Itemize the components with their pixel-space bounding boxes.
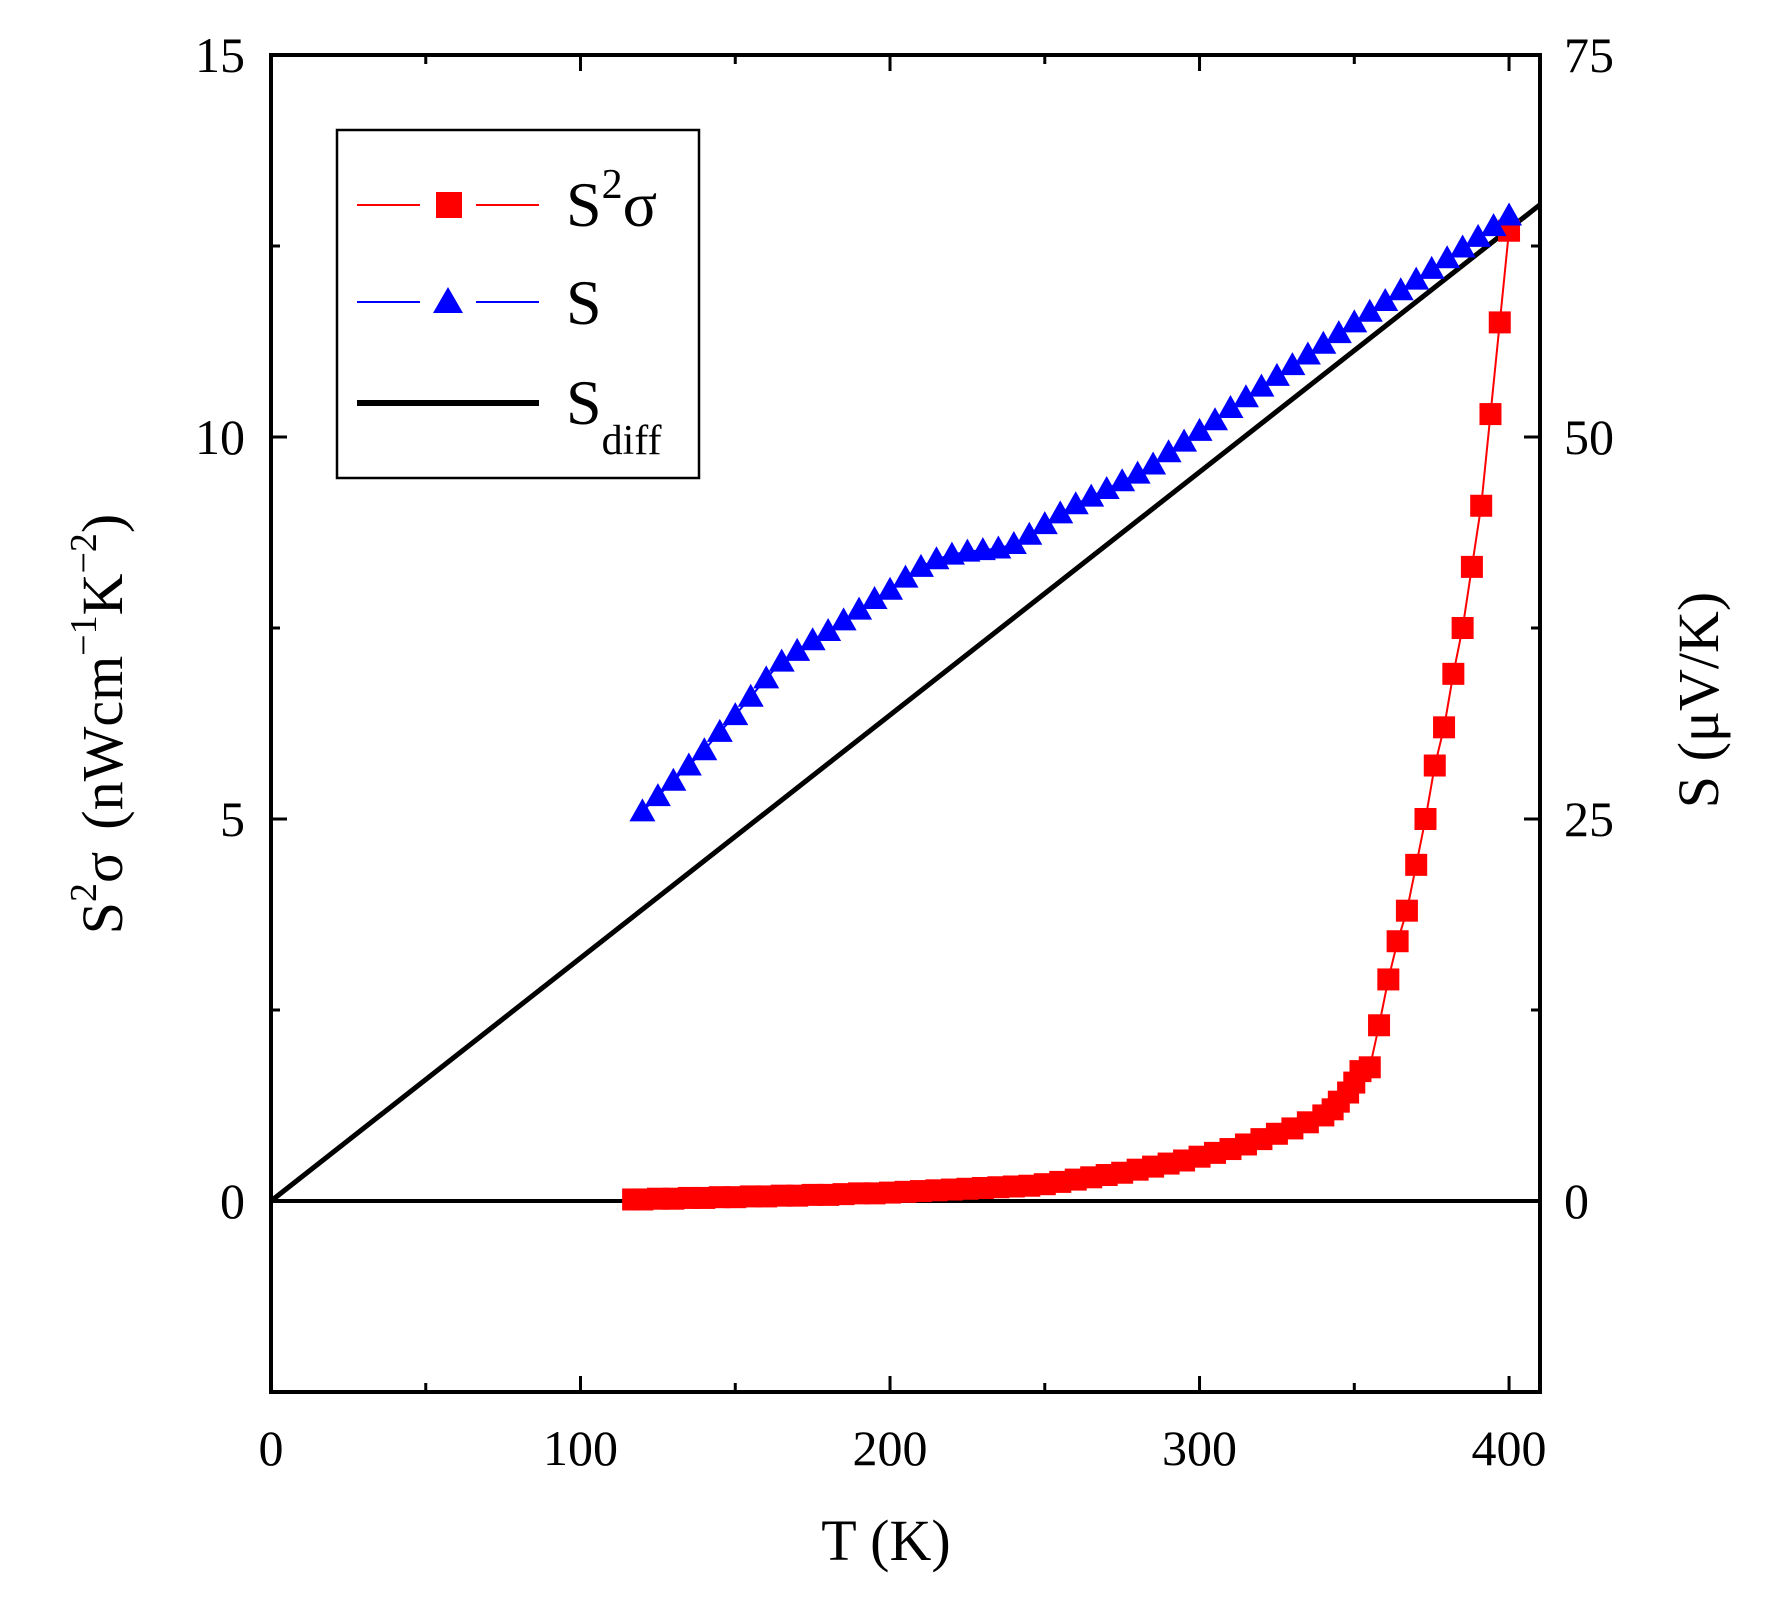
x-tick-label: 0	[259, 1420, 284, 1476]
y-right-tick-label: 25	[1564, 791, 1614, 847]
point-S2sigma	[1479, 403, 1502, 426]
point-S	[737, 683, 764, 707]
legend-marker-square	[436, 192, 462, 218]
point-S	[1310, 330, 1337, 354]
point-S2sigma	[1358, 1056, 1381, 1079]
point-S	[629, 798, 656, 822]
point-S	[784, 637, 811, 661]
y-right-axis-title: S (μV/K)	[1666, 592, 1731, 808]
point-S	[1325, 320, 1352, 344]
point-S	[1109, 468, 1136, 492]
series-line-S2sigma	[633, 230, 1510, 1201]
point-S2sigma	[1433, 716, 1456, 739]
point-S	[1031, 511, 1058, 535]
y-right-tick-label: 0	[1564, 1173, 1589, 1229]
legend-marker-triangle	[433, 287, 463, 313]
point-S	[1140, 451, 1167, 475]
point-S	[877, 576, 904, 600]
legend: S2σ S Sdiff	[335, 128, 701, 480]
plot-frame	[269, 53, 1542, 1394]
point-S2sigma	[1414, 808, 1437, 830]
y-left-tick-label: 15	[195, 27, 245, 83]
y-left-axis-title: S2σ(nWcm−1K−2)	[63, 514, 135, 935]
point-S	[691, 737, 718, 761]
point-S	[1186, 417, 1213, 441]
point-S2sigma	[1405, 853, 1428, 876]
point-S2sigma	[1377, 968, 1400, 991]
x-axis-title: T (K)	[821, 1508, 950, 1573]
point-S2sigma	[1470, 494, 1493, 517]
x-tick-label: 100	[543, 1420, 618, 1476]
point-S	[907, 553, 934, 577]
point-S	[753, 665, 780, 689]
point-S2sigma	[1368, 1014, 1391, 1037]
legend-label-s: S	[566, 267, 602, 338]
series-markers	[622, 202, 1523, 1211]
point-S	[1434, 245, 1461, 269]
y-left-tick-label: 0	[220, 1173, 245, 1229]
point-S2sigma	[1460, 555, 1483, 578]
point-S	[1078, 483, 1105, 507]
y-right-tick-label: 75	[1564, 27, 1614, 83]
point-S	[1294, 341, 1321, 365]
point-S	[722, 702, 749, 726]
point-S	[768, 648, 795, 672]
axis-ticks	[269, 53, 1540, 1392]
point-S	[1047, 500, 1074, 524]
point-S	[1403, 266, 1430, 290]
point-S2sigma	[1488, 311, 1511, 334]
point-S	[1449, 234, 1476, 258]
point-S	[1356, 298, 1383, 322]
point-S	[706, 718, 733, 742]
x-tick-label: 200	[853, 1420, 928, 1476]
y-right-tick-label: 50	[1564, 409, 1614, 465]
point-S2sigma	[1423, 754, 1446, 777]
point-S	[861, 585, 888, 609]
series-line-Sdiff	[269, 202, 1542, 1203]
point-S	[1465, 223, 1492, 247]
legend-box	[335, 128, 701, 480]
point-S2sigma	[1451, 617, 1474, 639]
legend-label-s2sigma: S2σ	[566, 162, 657, 240]
point-S	[1496, 202, 1523, 226]
point-S	[675, 752, 702, 776]
point-S	[1217, 394, 1244, 418]
point-S	[644, 783, 671, 807]
point-S	[1155, 439, 1182, 463]
point-S	[1202, 407, 1229, 431]
point-S2sigma	[1395, 899, 1418, 922]
axis-tick-labels: 0 100 200 300 400 0 5 10 15 0 25 50 75	[195, 27, 1614, 1476]
point-S	[1480, 213, 1507, 237]
point-S	[1093, 475, 1120, 499]
point-S	[1016, 521, 1043, 545]
point-S	[660, 767, 687, 791]
point-S	[846, 596, 873, 620]
point-S	[1171, 428, 1198, 452]
point-S2sigma	[1442, 662, 1465, 685]
point-S	[1232, 384, 1259, 408]
x-tick-label: 300	[1162, 1420, 1237, 1476]
legend-label-sdiff: Sdiff	[566, 367, 661, 464]
point-S	[1124, 460, 1151, 484]
point-S	[799, 627, 826, 651]
y-left-tick-label: 5	[220, 791, 245, 847]
point-S	[1263, 362, 1290, 386]
point-S	[1062, 491, 1089, 515]
point-S	[1279, 352, 1306, 376]
x-tick-label: 400	[1472, 1420, 1547, 1476]
point-S	[1418, 255, 1445, 279]
point-S	[1000, 530, 1027, 554]
point-S	[1387, 277, 1414, 301]
point-S	[1341, 309, 1368, 333]
point-S	[830, 607, 857, 631]
point-S	[892, 564, 919, 588]
y-left-tick-label: 10	[195, 409, 245, 465]
point-S	[1248, 373, 1275, 397]
point-S2sigma	[1386, 930, 1409, 953]
point-S	[1372, 288, 1399, 312]
point-S	[815, 618, 842, 642]
